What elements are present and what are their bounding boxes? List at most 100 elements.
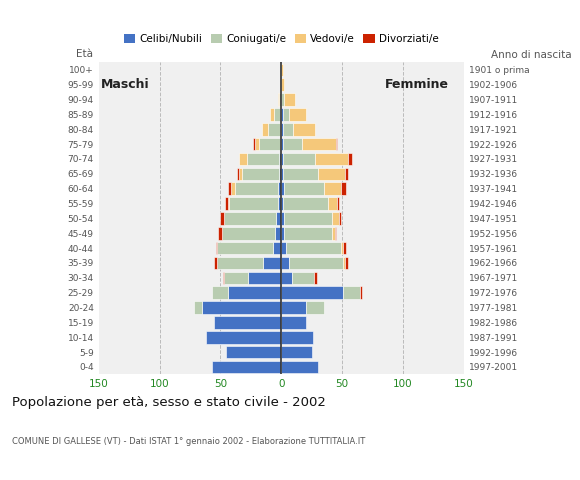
Bar — [280, 123, 281, 135]
Bar — [223, 272, 224, 284]
Bar — [231, 182, 235, 195]
Bar — [215, 316, 281, 329]
Bar — [212, 360, 281, 373]
Bar — [277, 212, 281, 225]
Bar — [281, 153, 282, 165]
Bar — [281, 138, 282, 150]
Bar — [225, 197, 228, 210]
Bar — [341, 242, 343, 254]
Bar — [228, 182, 231, 195]
Bar — [286, 242, 341, 254]
Bar — [282, 153, 316, 165]
Bar — [348, 153, 352, 165]
Bar — [255, 138, 259, 150]
Bar — [345, 168, 348, 180]
Bar — [292, 272, 314, 284]
Bar — [293, 123, 316, 135]
Bar — [217, 257, 263, 269]
Bar — [279, 168, 281, 180]
Bar — [282, 168, 318, 180]
Bar — [218, 227, 222, 240]
Bar — [274, 108, 280, 120]
Bar — [281, 242, 286, 254]
Bar — [270, 108, 274, 120]
Bar — [237, 168, 239, 180]
Bar — [280, 63, 281, 76]
Bar — [281, 316, 306, 329]
Bar — [345, 257, 348, 269]
Bar — [216, 242, 217, 254]
Bar — [228, 287, 281, 299]
Text: Maschi: Maschi — [101, 78, 150, 91]
Bar — [284, 227, 332, 240]
Bar — [222, 227, 276, 240]
Bar — [239, 168, 242, 180]
Bar — [332, 212, 339, 225]
Text: Anno di nascita: Anno di nascita — [491, 50, 571, 60]
Bar — [284, 93, 295, 106]
Bar — [278, 197, 281, 210]
Bar — [235, 182, 278, 195]
Bar — [314, 272, 317, 284]
Text: Età: Età — [75, 49, 93, 60]
Bar — [215, 257, 217, 269]
Bar — [289, 257, 343, 269]
Bar — [281, 168, 282, 180]
Bar — [306, 301, 324, 314]
Bar — [284, 212, 332, 225]
Bar — [335, 227, 336, 240]
Bar — [280, 108, 281, 120]
Bar — [361, 287, 362, 299]
Bar — [281, 93, 284, 106]
Bar — [206, 331, 281, 344]
Bar — [273, 242, 281, 254]
Bar — [262, 123, 268, 135]
Bar — [220, 212, 224, 225]
Bar — [282, 138, 302, 150]
Bar — [212, 287, 228, 299]
Bar — [278, 93, 279, 106]
Bar — [281, 346, 312, 359]
Bar — [281, 257, 289, 269]
Bar — [247, 153, 279, 165]
Bar — [282, 108, 289, 120]
Bar — [328, 197, 338, 210]
Bar — [284, 182, 324, 195]
Bar — [281, 272, 292, 284]
Bar — [263, 257, 281, 269]
Bar — [276, 227, 281, 240]
Bar — [281, 182, 284, 195]
Bar — [281, 287, 343, 299]
Bar — [332, 227, 335, 240]
Bar — [339, 212, 341, 225]
Bar — [217, 242, 273, 254]
Bar — [226, 346, 281, 359]
Bar — [281, 78, 284, 91]
Text: COMUNE DI GALLESE (VT) - Dati ISTAT 1° gennaio 2002 - Elaborazione TUTTITALIA.IT: COMUNE DI GALLESE (VT) - Dati ISTAT 1° g… — [12, 437, 365, 446]
Text: Femmine: Femmine — [385, 78, 449, 91]
Text: Popolazione per età, sesso e stato civile - 2002: Popolazione per età, sesso e stato civil… — [12, 396, 325, 409]
Bar — [281, 63, 282, 76]
Bar — [248, 272, 281, 284]
Bar — [259, 138, 280, 150]
Bar — [242, 168, 279, 180]
Bar — [281, 108, 282, 120]
Bar — [253, 138, 255, 150]
Bar — [282, 123, 293, 135]
Bar — [338, 197, 339, 210]
Bar — [281, 360, 318, 373]
Bar — [343, 287, 361, 299]
Bar — [280, 138, 281, 150]
Bar — [281, 301, 306, 314]
Bar — [289, 108, 306, 120]
Bar — [228, 197, 229, 210]
Bar — [302, 138, 336, 150]
Bar — [318, 168, 345, 180]
Bar — [281, 227, 284, 240]
Bar — [281, 331, 313, 344]
Bar — [229, 197, 278, 210]
Bar — [239, 153, 247, 165]
Bar — [268, 123, 280, 135]
Bar — [194, 301, 202, 314]
Bar — [202, 301, 281, 314]
